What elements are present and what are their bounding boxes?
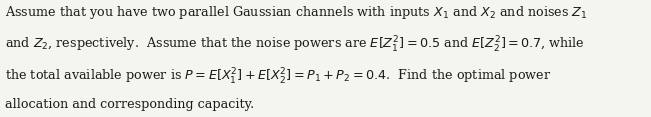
- Text: Assume that you have two parallel Gaussian channels with inputs $X_1$ and $X_2$ : Assume that you have two parallel Gaussi…: [5, 4, 588, 20]
- Text: allocation and corresponding capacity.: allocation and corresponding capacity.: [5, 98, 255, 111]
- Text: the total available power is $P = E[X_1^2] + E[X_2^2] = P_1 + P_2 = 0.4$.  Find : the total available power is $P = E[X_1^…: [5, 67, 551, 87]
- Text: and $Z_2$, respectively.  Assume that the noise powers are $E[Z_1^2] = 0.5$ and : and $Z_2$, respectively. Assume that the…: [5, 35, 585, 55]
